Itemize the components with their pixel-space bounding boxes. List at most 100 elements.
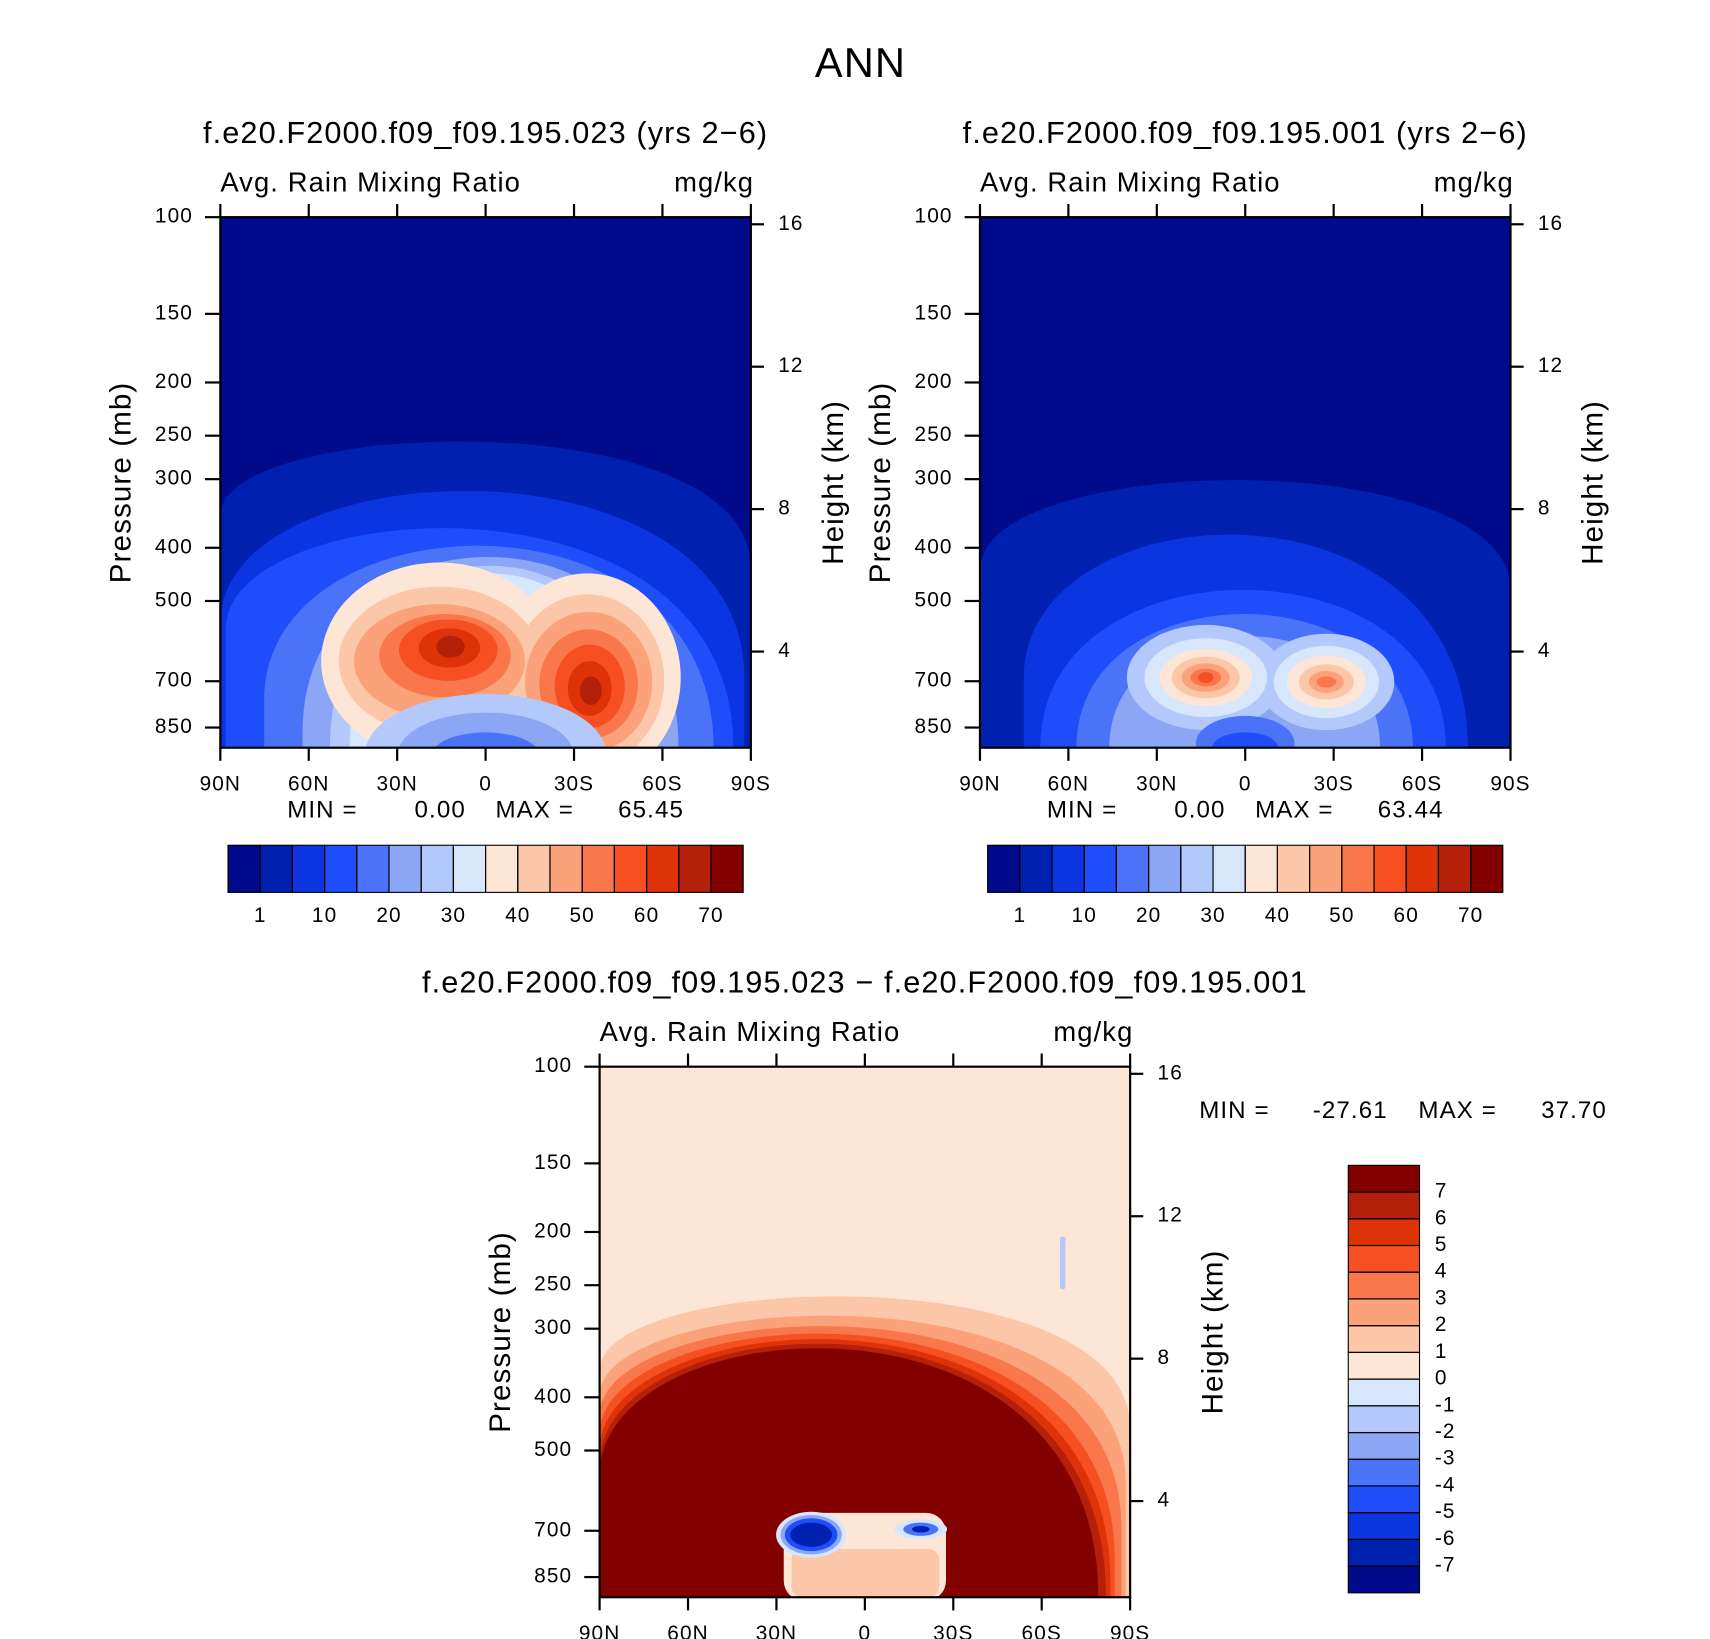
y-tick-label: 850 <box>915 715 953 738</box>
colorbar-label: 4 <box>1435 1260 1448 1283</box>
x-tick-label: 90S <box>1490 772 1530 795</box>
x-tick-label: 90S <box>731 772 771 795</box>
colorbar-label: 1 <box>1013 904 1026 927</box>
colorbar-label: -4 <box>1435 1473 1456 1496</box>
x-tick-label: 30N <box>1136 772 1177 795</box>
contour-fill <box>790 1522 832 1547</box>
colorbar-label: 40 <box>1265 904 1290 927</box>
max-label: MAX = <box>495 797 574 824</box>
colorbar-box <box>1083 844 1117 893</box>
colorbar-box <box>1347 1458 1421 1487</box>
y2-tick-label: 8 <box>1158 1346 1171 1369</box>
colorbar-box <box>1347 1378 1421 1407</box>
subtitle-right: mg/kg <box>1434 167 1514 198</box>
colorbar-box <box>1148 844 1182 893</box>
y-tick-label: 150 <box>915 301 953 324</box>
colorbar-box <box>1373 844 1407 893</box>
colorbar-box <box>1347 1325 1421 1353</box>
contour-fill <box>436 635 465 658</box>
x-tick-label: 30N <box>376 772 417 795</box>
colorbar-box <box>1180 844 1214 893</box>
y-tick-label: 100 <box>915 205 953 228</box>
colorbar-label: 20 <box>1136 904 1161 927</box>
colorbar-box <box>1309 844 1343 893</box>
y2-axis-label: Height (km) <box>1196 1249 1229 1414</box>
subtitle-right: mg/kg <box>674 167 754 198</box>
colorbar-label: 10 <box>312 904 337 927</box>
y-tick-label: 700 <box>534 1518 572 1541</box>
y-tick-label: 100 <box>534 1054 572 1077</box>
contour-fill <box>1212 732 1279 748</box>
y-tick-label: 500 <box>534 1438 572 1461</box>
contour-fill <box>1059 1236 1066 1290</box>
y2-tick-label: 4 <box>1158 1489 1171 1512</box>
colorbar-box <box>1347 1351 1421 1380</box>
colorbar-box <box>549 844 583 893</box>
colorbar-label: 7 <box>1435 1180 1448 1203</box>
subtitle-left: Avg. Rain Mixing Ratio <box>220 167 521 198</box>
y-tick-label: 200 <box>915 370 953 393</box>
colorbar-box <box>1347 1405 1421 1434</box>
x-tick-label: 30S <box>1313 772 1353 795</box>
y-tick-label: 200 <box>155 370 193 393</box>
contour-fill <box>399 712 573 748</box>
colorbar-box <box>1244 844 1278 893</box>
y-tick-label: 500 <box>155 588 193 611</box>
colorbar-label: 2 <box>1435 1313 1448 1336</box>
y2-tick-label: 4 <box>1538 639 1551 662</box>
x-tick-label: 90N <box>959 772 1000 795</box>
max-value: 37.70 <box>1541 1097 1607 1124</box>
colorbar-box <box>388 844 422 893</box>
contour-field <box>979 217 1511 748</box>
colorbar-box <box>1276 844 1311 893</box>
colorbar-label: -2 <box>1435 1420 1456 1443</box>
colorbar-box <box>1347 1271 1421 1300</box>
colorbar-label: 60 <box>1394 904 1419 927</box>
y-tick-label: 250 <box>155 423 193 446</box>
colorbar-box <box>710 844 744 893</box>
y-tick-label: 300 <box>534 1316 572 1339</box>
colorbar-box <box>1347 1512 1421 1540</box>
colorbar-box <box>1470 844 1504 893</box>
colorbar-box <box>581 844 615 893</box>
y-tick-label: 850 <box>534 1565 572 1588</box>
y-tick-label: 200 <box>534 1219 572 1242</box>
y-tick-label: 500 <box>915 588 953 611</box>
colorbar-label: -1 <box>1435 1393 1456 1416</box>
contour-fill <box>912 1525 930 1533</box>
colorbar-label: 3 <box>1435 1286 1448 1309</box>
max-label: MAX = <box>1418 1097 1497 1124</box>
max-value: 63.44 <box>1378 797 1444 824</box>
colorbar-box <box>987 844 1021 893</box>
panel-title: f.e20.F2000.f09_f09.195.023 (yrs 2−6) <box>203 115 768 150</box>
y-tick-label: 400 <box>155 535 193 558</box>
colorbar-label: 50 <box>570 904 595 927</box>
colorbar-label: 0 <box>1435 1367 1448 1390</box>
colorbar-box <box>1347 1485 1421 1514</box>
colorbar-label: -3 <box>1435 1447 1456 1470</box>
colorbar-box <box>1437 844 1472 893</box>
y-tick-label: 150 <box>534 1151 572 1174</box>
colorbar-box <box>356 844 390 893</box>
colorbar-box <box>1212 844 1246 893</box>
figure-title: ANN <box>815 39 906 86</box>
colorbar-box <box>1347 1431 1421 1460</box>
colorbar-label: 1 <box>254 904 267 927</box>
x-tick-label: 90S <box>1110 1622 1150 1639</box>
contour-fill <box>791 1548 940 1598</box>
y-tick-label: 250 <box>915 423 953 446</box>
colorbar-box <box>1051 844 1085 893</box>
contour-fill <box>1198 672 1214 684</box>
x-tick-label: 0 <box>479 772 492 795</box>
panel-title: f.e20.F2000.f09_f09.195.023 − f.e20.F200… <box>422 965 1308 1000</box>
min-label: MIN = <box>1199 1097 1269 1124</box>
x-tick-label: 60S <box>1022 1622 1062 1639</box>
x-tick-label: 60N <box>288 772 329 795</box>
colorbar-box <box>291 844 326 893</box>
y-tick-label: 700 <box>915 669 953 692</box>
colorbar-box <box>1347 1565 1421 1594</box>
colorbar-box <box>1347 1538 1421 1567</box>
colorbar-label: 50 <box>1329 904 1354 927</box>
colorbar-box <box>1405 844 1439 893</box>
colorbar-label: 30 <box>1200 904 1225 927</box>
